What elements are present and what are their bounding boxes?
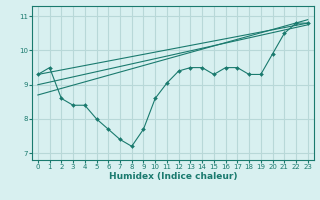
X-axis label: Humidex (Indice chaleur): Humidex (Indice chaleur) <box>108 172 237 181</box>
